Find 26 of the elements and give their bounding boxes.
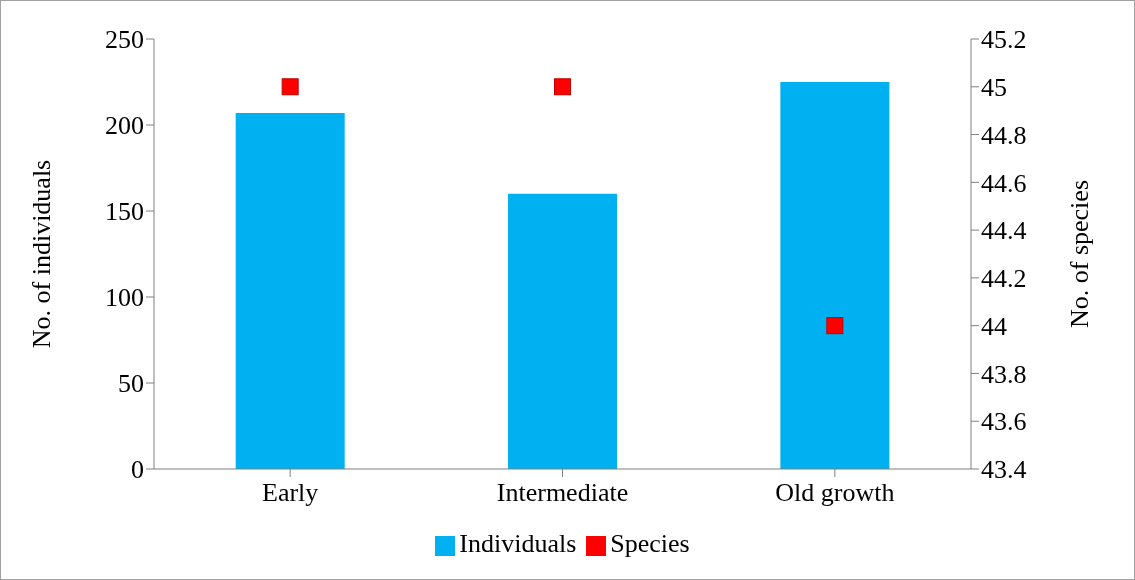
- y-tick-label: 0: [131, 455, 144, 485]
- x-tick-label: Early: [262, 478, 319, 508]
- y2-tick-label: 44.4: [981, 216, 1027, 246]
- bar: [235, 112, 345, 469]
- bar: [780, 82, 890, 469]
- y2-axis-title: No. of species: [1065, 179, 1095, 329]
- y2-tick-label: 45.2: [981, 25, 1027, 55]
- y2-tick-label: 44.6: [981, 168, 1027, 198]
- legend-label: Individuals: [459, 529, 577, 558]
- x-tick-label: Intermediate: [496, 478, 629, 508]
- y2-tick-label: 43.6: [981, 407, 1027, 437]
- y2-tick-label: 45: [981, 73, 1007, 103]
- y-tick-label: 200: [105, 111, 144, 141]
- y2-tick-label: 44.2: [981, 264, 1027, 294]
- bar: [508, 193, 618, 469]
- y2-tick-label: 43.4: [981, 455, 1027, 485]
- y-tick-label: 50: [118, 369, 144, 399]
- y-tick-label: 150: [105, 197, 144, 227]
- x-tick-label: Old growth: [775, 478, 895, 508]
- y-tick-label: 250: [105, 25, 144, 55]
- y2-tick-label: 43.8: [981, 359, 1027, 389]
- y-axis-title: No. of individuals: [27, 159, 57, 349]
- legend-label: Species: [610, 529, 690, 558]
- y-tick-label: 100: [105, 283, 144, 313]
- y2-tick-label: 44.8: [981, 120, 1027, 150]
- y2-tick-label: 44: [981, 311, 1007, 341]
